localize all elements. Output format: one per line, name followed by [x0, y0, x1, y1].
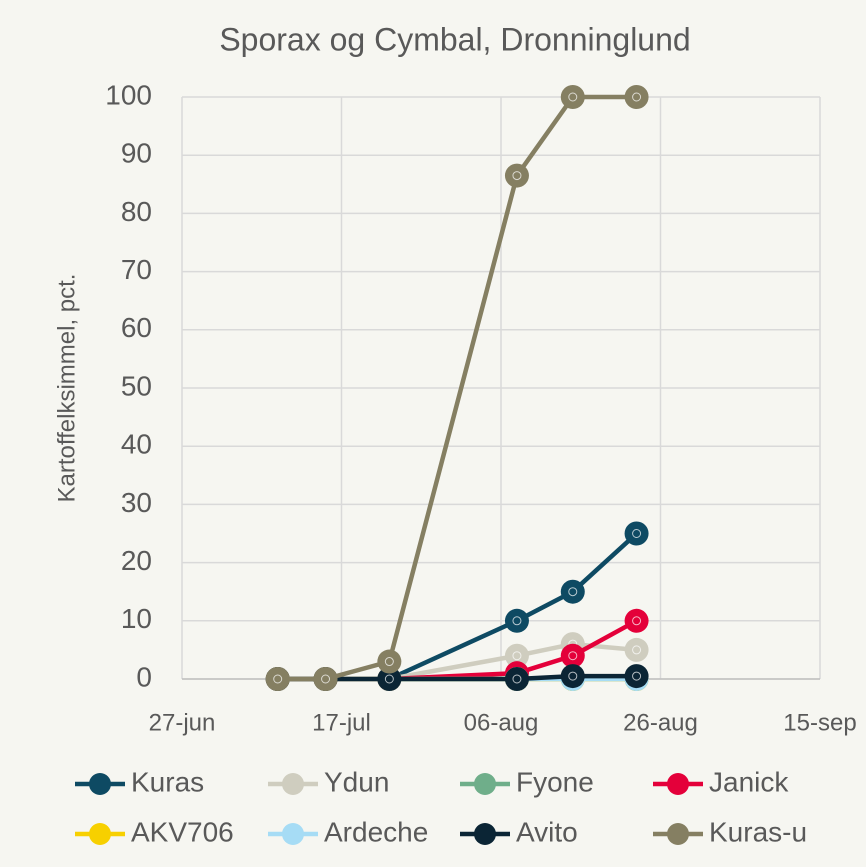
chart-title: Sporax og Cymbal, Dronninglund: [219, 21, 690, 57]
legend-label: Fyone: [516, 766, 594, 797]
y-tick-label: 40: [121, 429, 152, 460]
legend-label: Kuras: [131, 766, 204, 797]
marker-center: [273, 674, 283, 684]
marker-center: [384, 657, 394, 667]
marker-center: [321, 674, 331, 684]
marker: [265, 667, 290, 691]
x-tick-label: 27-jun: [149, 709, 216, 736]
marker-center: [512, 616, 522, 626]
y-tick-label: 70: [121, 254, 152, 285]
legend-label: Ydun: [324, 766, 389, 797]
marker: [504, 667, 529, 691]
y-tick-label: 100: [105, 79, 152, 110]
x-tick-label: 06-aug: [464, 709, 539, 736]
y-tick-label: 80: [121, 196, 152, 227]
legend-label: Avito: [516, 816, 578, 847]
marker: [624, 637, 649, 662]
marker: [560, 579, 585, 604]
y-tick-label: 60: [121, 312, 152, 343]
legend-label: Kuras-u: [709, 816, 807, 847]
marker-center: [632, 616, 642, 626]
marker: [377, 667, 402, 691]
marker-center: [512, 651, 522, 661]
marker-center: [512, 171, 522, 181]
marker-center: [568, 92, 578, 102]
y-tick-label: 50: [121, 370, 152, 401]
y-tick-label: 0: [136, 661, 152, 692]
legend-marker: [667, 823, 689, 845]
y-tick-label: 10: [121, 603, 152, 634]
legend-marker: [474, 823, 496, 845]
x-tick-label: 26-aug: [623, 709, 698, 736]
marker-center: [568, 587, 578, 597]
marker-center: [632, 645, 642, 655]
marker: [504, 643, 529, 668]
y-tick-label: 20: [121, 545, 152, 576]
x-tick-label: 17-jul: [312, 709, 371, 736]
marker: [504, 163, 529, 188]
legend-marker: [474, 773, 496, 795]
marker: [377, 649, 402, 674]
marker: [624, 85, 649, 109]
marker: [560, 664, 585, 689]
y-tick-label: 90: [121, 138, 152, 169]
legend-label: AKV706: [131, 816, 234, 847]
legend-label: Janick: [709, 766, 789, 797]
marker-center: [632, 671, 642, 681]
legend-marker: [89, 823, 111, 845]
series: [265, 85, 649, 691]
marker: [504, 608, 529, 633]
legend-marker: [282, 773, 304, 795]
marker: [313, 667, 338, 691]
legend-marker: [89, 773, 111, 795]
x-tick-label: 15-sep: [783, 709, 856, 736]
legend-marker: [282, 823, 304, 845]
marker-center: [512, 674, 522, 684]
marker: [624, 608, 649, 633]
marker: [560, 643, 585, 668]
marker-center: [568, 671, 578, 681]
y-tick-label: 30: [121, 487, 152, 518]
legend-label: Ardeche: [324, 816, 428, 847]
marker-center: [384, 674, 394, 684]
legend-marker: [667, 773, 689, 795]
marker-center: [632, 529, 642, 538]
marker: [624, 521, 649, 546]
y-axis-label: Kartoffelksimmel, pct.: [53, 274, 80, 503]
marker: [624, 664, 649, 689]
marker-center: [632, 92, 642, 102]
marker-center: [568, 651, 578, 661]
marker: [560, 85, 585, 109]
